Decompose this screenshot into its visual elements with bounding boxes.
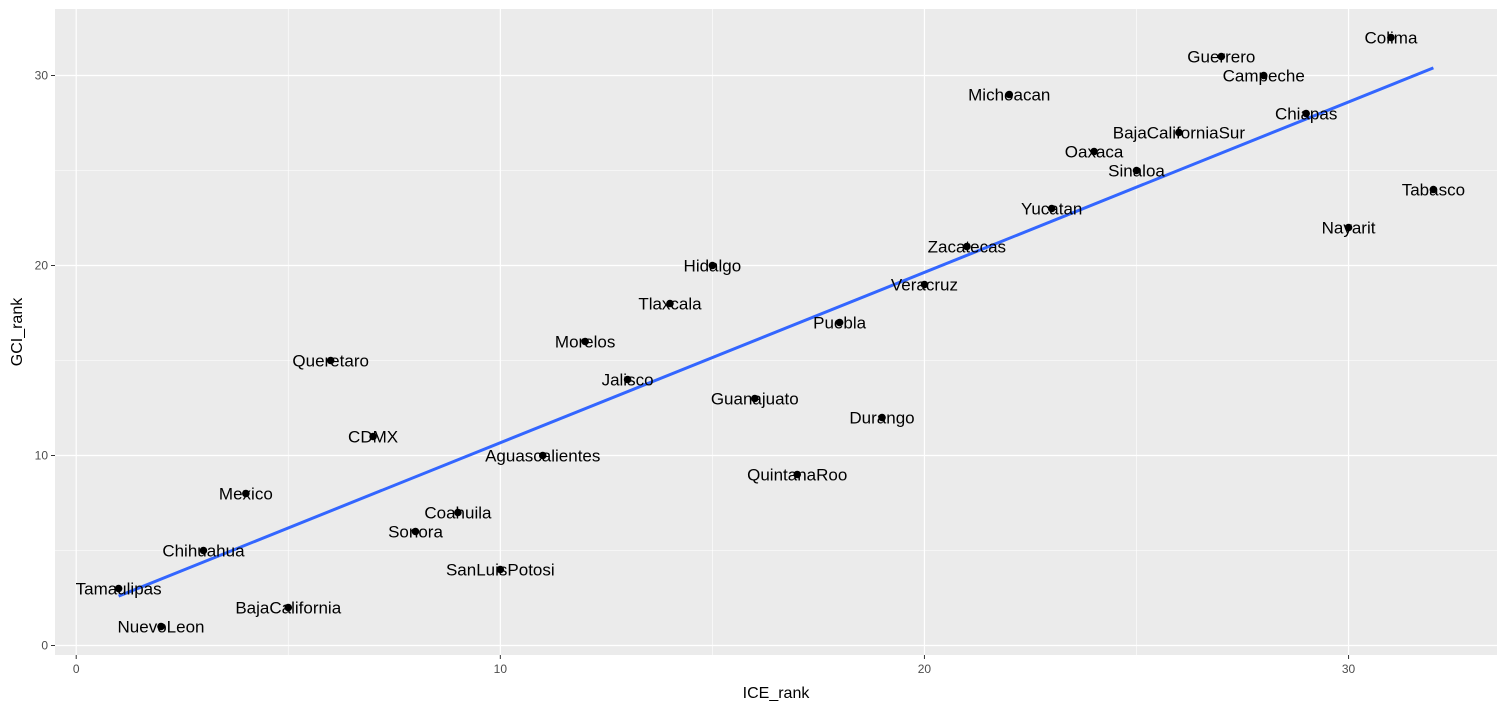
point-label: Tlaxcala [638, 295, 702, 314]
point-label: Guanajuato [711, 390, 799, 409]
point-label: Michoacan [968, 86, 1050, 105]
trend-line [118, 66, 1434, 598]
minor-gridlines [55, 9, 1497, 655]
data-point [1429, 185, 1438, 194]
data-point [1387, 33, 1395, 42]
data-point [666, 299, 674, 308]
data-point [708, 261, 717, 270]
data-point [454, 508, 462, 517]
x-tick-label: 0 [73, 662, 80, 676]
point-label: Nayarit [1322, 219, 1376, 238]
y-tick-label: 10 [35, 449, 49, 463]
data-point [750, 394, 759, 403]
data-point [326, 356, 335, 365]
data-point [963, 242, 971, 251]
point-label: Sinaloa [1108, 162, 1165, 181]
point-label: Durango [849, 409, 914, 428]
point-label: BajaCalifornia [235, 599, 341, 618]
data-point [242, 489, 250, 498]
data-point [369, 432, 377, 441]
point-label: Hidalgo [684, 257, 742, 276]
data-point [1132, 166, 1141, 175]
data-point [157, 622, 165, 631]
data-point [1302, 109, 1310, 118]
point-label: Colima [1365, 29, 1418, 48]
data-point [114, 584, 123, 593]
x-tick-label: 10 [494, 662, 508, 676]
data-point [411, 527, 420, 536]
x-tick-label: 20 [918, 662, 932, 676]
data-point [1259, 71, 1268, 80]
data-point [1344, 223, 1353, 232]
data-points [114, 33, 1438, 631]
point-label: Veracruz [891, 276, 958, 295]
point-label: Mexico [219, 485, 273, 504]
point-label: BajaCaliforniaSur [1113, 124, 1246, 143]
data-point [623, 375, 632, 384]
point-label: Coahuila [424, 504, 492, 523]
x-axis: 0 10 20 30 [73, 655, 1356, 676]
point-label: Morelos [555, 333, 615, 352]
x-tick-label: 30 [1342, 662, 1356, 676]
data-point [284, 603, 293, 612]
point-label: Campeche [1223, 67, 1305, 86]
data-point [835, 318, 844, 327]
y-tick-label: 30 [35, 69, 49, 83]
data-point [1090, 147, 1098, 156]
y-tick-label: 0 [41, 639, 48, 653]
y-axis: 0 10 20 30 [35, 69, 55, 653]
y-tick-label: 20 [35, 259, 49, 273]
point-label: Zacatecas [928, 238, 1006, 257]
data-point [199, 546, 208, 555]
data-point [1005, 90, 1014, 99]
point-label: SanLuisPotosi [446, 561, 555, 580]
data-point [1217, 52, 1226, 61]
point-label: Chihuahua [162, 542, 245, 561]
point-labels: Tamaulipas NuevoLeon Chihuahua Mexico BajaCa… [76, 29, 1465, 637]
point-label: QuintanaRoo [747, 466, 847, 485]
point-label: Tamaulipas [76, 580, 162, 599]
point-label: Queretaro [292, 352, 369, 371]
point-label: Puebla [813, 314, 866, 333]
trend-line-group [118, 66, 1434, 598]
data-point [1047, 204, 1056, 213]
y-axis-title: GCI_rank [9, 297, 26, 366]
x-axis-title: ICE_rank [743, 685, 811, 702]
data-point [793, 470, 802, 479]
point-label: Yucatan [1021, 200, 1082, 219]
point-label: Oaxaca [1065, 143, 1124, 162]
data-point [538, 451, 547, 460]
point-label: Jalisco [602, 371, 654, 390]
point-label: Chiapas [1275, 105, 1337, 124]
major-gridlines [55, 9, 1497, 655]
data-point [1175, 128, 1183, 137]
point-label: CDMX [348, 428, 398, 447]
data-point [581, 337, 589, 346]
data-point [496, 565, 505, 574]
point-label: Tabasco [1402, 181, 1465, 200]
data-point [920, 280, 929, 289]
data-point [878, 413, 886, 422]
point-label: Guerrero [1187, 48, 1255, 67]
point-label: Sonora [388, 523, 443, 542]
point-label: NuevoLeon [118, 618, 205, 637]
point-label: Aguascalientes [485, 447, 600, 466]
